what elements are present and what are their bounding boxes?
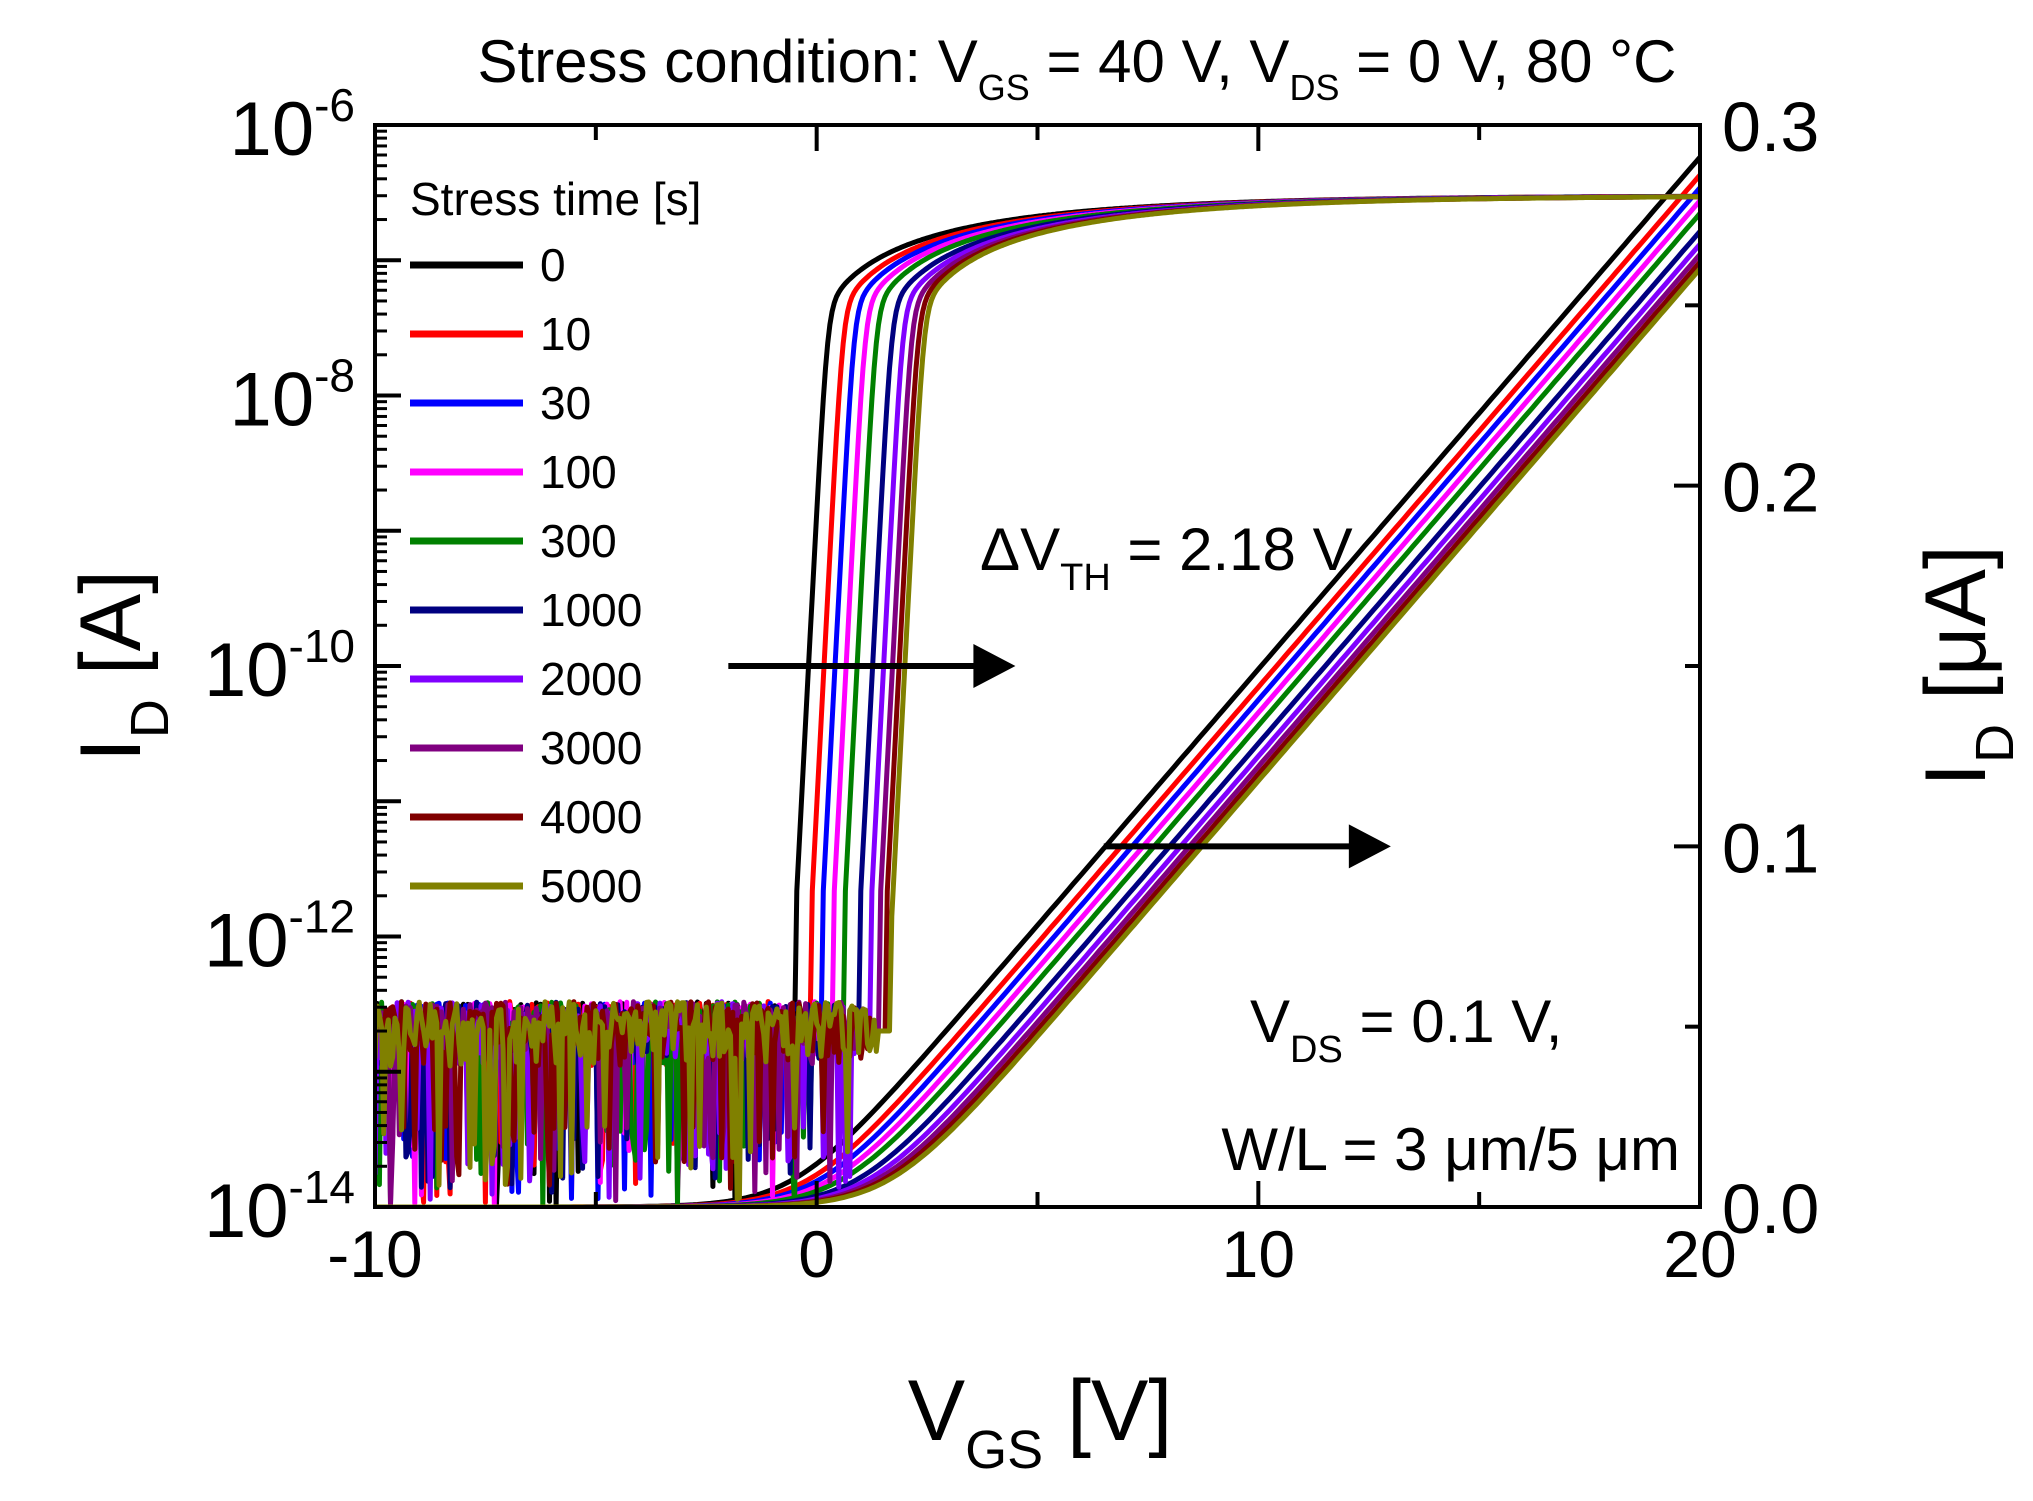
x-tick-label: 10 — [1222, 1217, 1295, 1291]
vds-annotation: VDS = 0.1 V, — [1250, 988, 1562, 1071]
series-linear-300 — [375, 211, 1700, 1207]
shift-arrow-head-1 — [973, 644, 1016, 688]
y-left-tick-label: 10-12 — [204, 891, 355, 984]
y-right-tick-label: 0.3 — [1722, 88, 1819, 166]
series-linear-3000 — [375, 252, 1700, 1207]
series-linear-2000 — [375, 242, 1700, 1207]
y-left-tick-label: 10-6 — [230, 79, 355, 172]
x-tick-label: 20 — [1663, 1217, 1736, 1291]
y-right-tick-label: 0.0 — [1722, 1170, 1819, 1248]
y-axis-left-label: ID [A] — [63, 570, 180, 762]
legend-label-4000: 4000 — [540, 791, 642, 843]
legend-label-0: 0 — [540, 239, 566, 291]
y-right-tick-label: 0.1 — [1722, 809, 1819, 887]
legend-label-30: 30 — [540, 377, 591, 429]
y-left-tick-label: 10-10 — [204, 620, 355, 713]
shift-arrows — [728, 644, 1391, 869]
series-linear-4000 — [375, 260, 1700, 1207]
x-tick-label: -10 — [327, 1217, 422, 1291]
series-linear-5000 — [375, 267, 1700, 1207]
chart-title: Stress condition: VGS = 40 V, VDS = 0 V,… — [478, 28, 1677, 108]
legend-label-100: 100 — [540, 446, 617, 498]
legend-label-5000: 5000 — [540, 860, 642, 912]
legend-label-300: 300 — [540, 515, 617, 567]
legend-label-1000: 1000 — [540, 584, 642, 636]
legend-label-3000: 3000 — [540, 722, 642, 774]
y-axis-right-label: ID [μA] — [1908, 545, 2025, 787]
legend: Stress time [s] 0 10 30 100 300 1000 2000 3000 4… — [410, 173, 701, 912]
legend-label-2000: 2000 — [540, 653, 642, 705]
shift-arrow-head-2 — [1348, 824, 1391, 869]
delta-vth-annotation: ΔVTH = 2.18 V — [980, 516, 1353, 599]
legend-label-10: 10 — [540, 308, 591, 360]
x-axis-label: VGS [V] — [908, 1363, 1172, 1480]
x-tick-label: 0 — [798, 1217, 835, 1291]
legend-title: Stress time [s] — [410, 173, 701, 225]
wl-annotation: W/L = 3 μm/5 μm — [1221, 1116, 1680, 1183]
y-right-tick-label: 0.2 — [1722, 449, 1819, 527]
y-left-tick-label: 10-14 — [204, 1161, 355, 1254]
series-log-5000 — [375, 194, 1700, 1202]
y-left-tick-label: 10-8 — [230, 350, 355, 443]
series-linear-1000 — [375, 229, 1700, 1207]
axes: -10 0 10 20 10-6 10-8 10-10 10-12 10-14 0.3 0.2 0.1… — [204, 79, 1819, 1291]
